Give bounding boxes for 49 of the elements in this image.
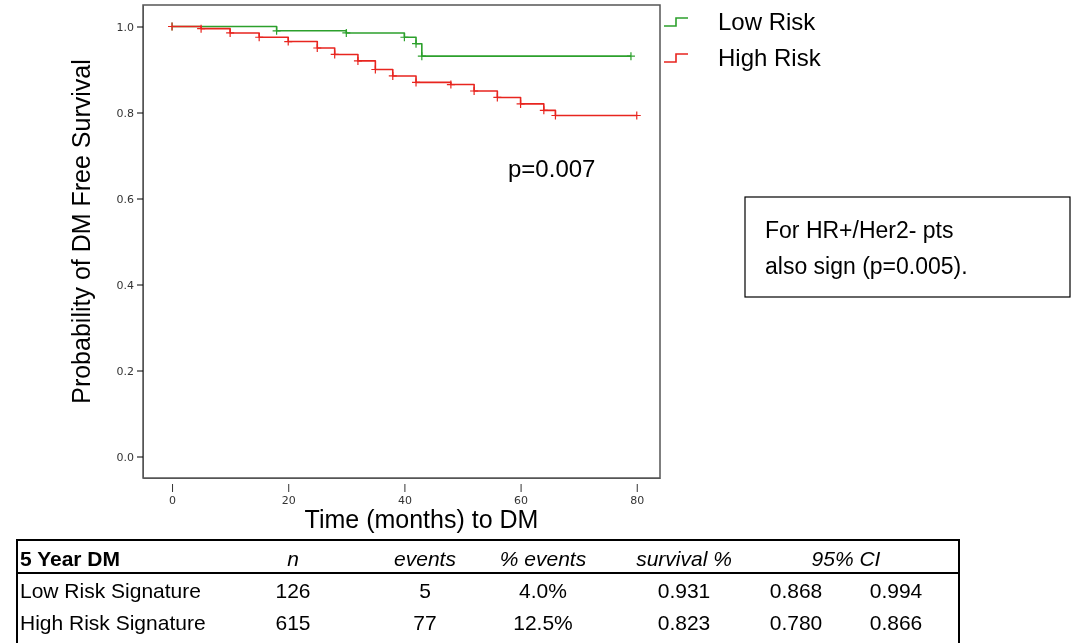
point	[411, 77, 421, 87]
text: 0.780	[769, 611, 823, 634]
text: 126	[275, 579, 311, 602]
point	[225, 28, 235, 38]
point	[515, 99, 526, 109]
y-tick-label: 0.6	[116, 192, 134, 206]
text: survival %	[636, 547, 732, 570]
y-axis-title: Probability of DM Free Survival	[67, 59, 95, 404]
text: 0.866	[869, 611, 923, 634]
text: High Risk Signature	[20, 611, 206, 634]
text: Low Risk Signature	[20, 579, 201, 602]
text: 0.994	[869, 579, 923, 602]
text: 0.931	[657, 579, 711, 602]
text: 5	[419, 579, 431, 602]
text: For HR+/Her2- pts also sign (p=0.005).	[765, 217, 968, 279]
point	[446, 79, 456, 90]
y-tick-label: 1.0	[116, 20, 134, 34]
point	[626, 51, 636, 61]
x-axis-title: Time (months) to DM	[304, 505, 539, 533]
text: events	[394, 547, 457, 570]
point	[388, 71, 398, 81]
x-tick-label: 40	[397, 493, 412, 507]
text: % events	[499, 547, 587, 570]
text: n	[287, 547, 299, 570]
point	[312, 43, 322, 53]
text: 12.5%	[513, 611, 573, 634]
x-tick-label: 0	[169, 493, 177, 507]
text: 5 Year DM	[20, 547, 121, 570]
text: 77	[413, 611, 437, 634]
text: 0.823	[657, 611, 711, 634]
legend-label: Low Risk	[718, 8, 817, 35]
point	[353, 56, 363, 66]
point	[411, 39, 421, 49]
text: 95% CI	[811, 547, 881, 570]
point	[469, 86, 479, 96]
y-tick-label: 0.8	[116, 106, 134, 120]
y-tick-label: 0.0	[116, 450, 134, 464]
annotation: p=0.007	[508, 155, 596, 182]
point	[341, 28, 351, 38]
text: 615	[275, 611, 311, 634]
x-tick-label: 80	[630, 493, 645, 507]
text: 4.0%	[519, 579, 567, 602]
point	[196, 24, 206, 34]
legend-label: High Risk	[718, 44, 822, 71]
y-tick-label: 0.4	[116, 278, 134, 292]
y-tick-label: 0.2	[116, 364, 134, 378]
x-tick-label: 60	[514, 493, 529, 507]
x-tick-label: 20	[281, 493, 296, 507]
text: 0.868	[769, 579, 823, 602]
